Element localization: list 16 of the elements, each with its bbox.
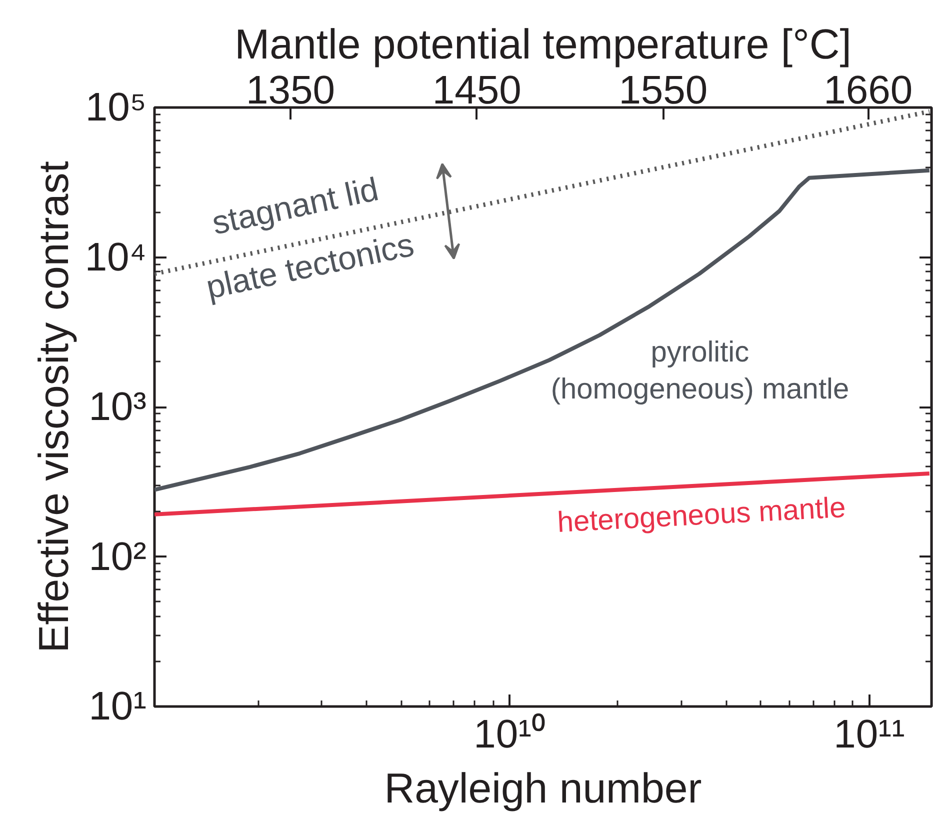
x-tick-label: 10¹¹ [834,712,905,756]
y-axis-title: Effective viscosity contrast [30,160,77,653]
y-tick-label: 10¹ [88,684,146,728]
x2-tick-label: 1660 [824,68,913,112]
y-tick-label: 10⁴ [84,235,147,280]
y-tick-label: 10⁵ [85,86,147,130]
x-tick-label: 10¹⁰ [474,712,546,756]
x2-tick-label: 1550 [618,68,708,112]
annotation: heterogeneous mantle [556,492,846,539]
y-tick-label: 10² [88,534,146,579]
x2-axis-title: Mantle potential temperature [°C] [234,20,852,68]
x-axis-title: Rayleigh number [384,764,702,812]
y-tick-label: 10³ [88,385,146,429]
annotation: pyrolitic (homogeneous) mantle [550,336,850,406]
x2-tick-label: 1350 [246,68,336,112]
x2-tick-label: 1450 [432,68,522,112]
